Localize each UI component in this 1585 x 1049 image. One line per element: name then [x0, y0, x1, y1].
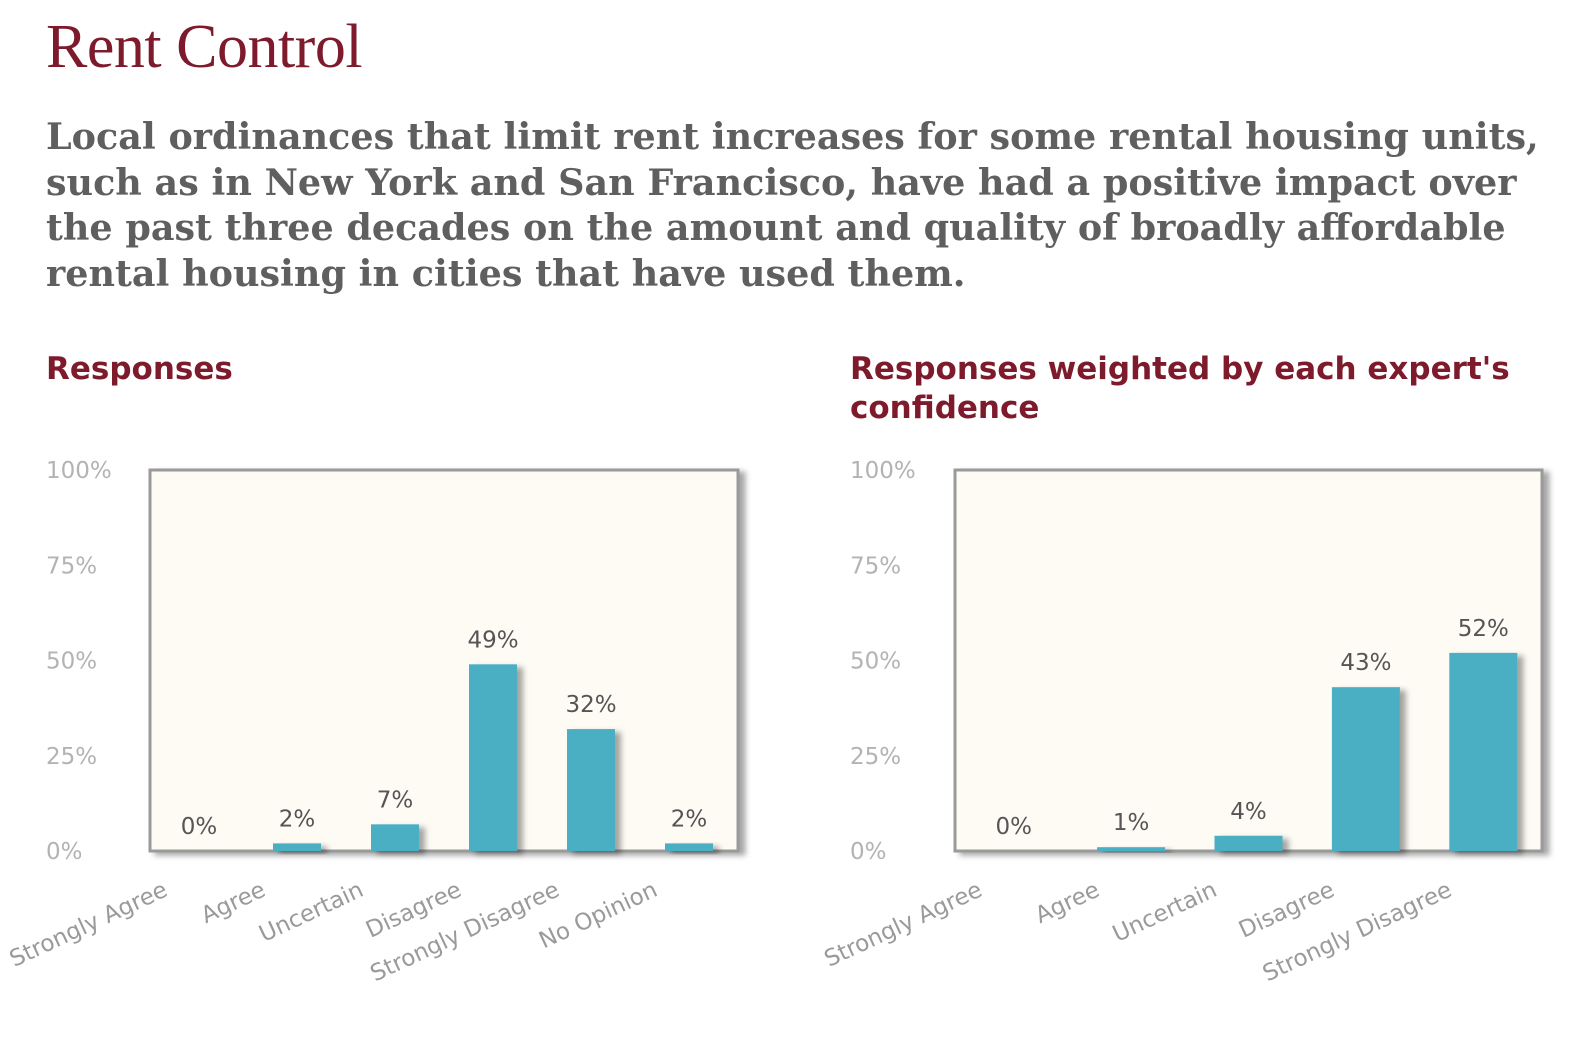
bar-strongly-disagree: [1449, 652, 1518, 851]
data-label: 2%: [279, 806, 316, 832]
y-tick-label: 25%: [46, 744, 97, 770]
page-title: Rent Control: [46, 13, 363, 81]
category-label: Strongly Disagree: [1259, 877, 1456, 987]
y-tick-label: 25%: [850, 744, 901, 770]
y-tick-label: 50%: [850, 649, 901, 675]
plot-area: [953, 468, 1544, 853]
y-tick-label: 0%: [850, 839, 887, 865]
chart-title-responses: Responses: [46, 351, 233, 387]
y-tick-label: 100%: [46, 458, 112, 484]
data-label: 2%: [671, 806, 708, 832]
bar-no-opinion: [665, 843, 713, 851]
data-label: 32%: [565, 692, 616, 718]
data-label: 0%: [181, 814, 218, 840]
bar-agree: [1097, 847, 1166, 851]
y-tick-label: 0%: [46, 839, 83, 865]
data-label: 49%: [467, 627, 518, 653]
plot-area: [148, 468, 740, 853]
data-label: 52%: [1458, 616, 1509, 642]
bar-strongly-disagree: [567, 729, 615, 851]
bar-disagree: [469, 664, 517, 851]
y-tick-label: 50%: [46, 649, 97, 675]
survey-statement: Local ordinances that limit rent increas…: [46, 115, 1539, 295]
data-label: 0%: [995, 814, 1032, 840]
data-label: 4%: [1230, 799, 1267, 825]
bar-uncertain: [1214, 835, 1283, 851]
y-tick-label: 100%: [850, 458, 916, 484]
bar-agree: [273, 843, 321, 851]
data-label: 43%: [1340, 650, 1391, 676]
category-label: Agree: [1031, 877, 1103, 929]
category-label: Strongly Agree: [821, 877, 987, 973]
bar-disagree: [1331, 687, 1400, 851]
category-label: Uncertain: [1109, 877, 1221, 948]
data-label: 7%: [377, 787, 414, 813]
y-tick-label: 75%: [46, 553, 97, 579]
chart-title-weighted-responses: Responses weighted by each expert's conf…: [850, 351, 1510, 426]
y-tick-label: 75%: [850, 553, 901, 579]
data-label: 1%: [1113, 810, 1150, 836]
bar-uncertain: [371, 824, 419, 851]
